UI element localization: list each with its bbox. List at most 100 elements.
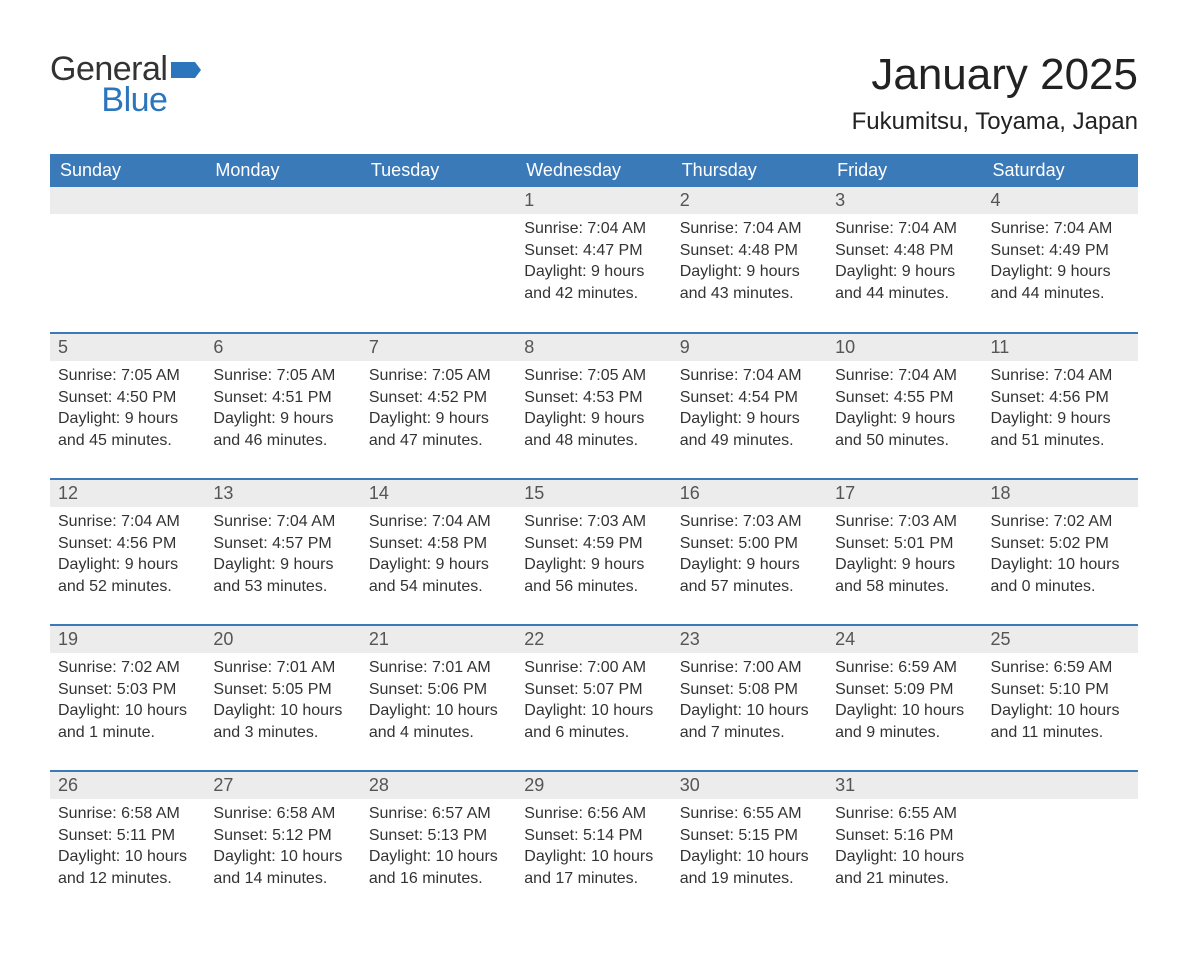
calendar-cell: 18Sunrise: 7:02 AMSunset: 5:02 PMDayligh… bbox=[983, 479, 1138, 625]
calendar-cell: 6Sunrise: 7:05 AMSunset: 4:51 PMDaylight… bbox=[205, 333, 360, 479]
sunrise-line: Sunrise: 7:04 AM bbox=[835, 365, 974, 387]
daylight-line: Daylight: 9 hours and 52 minutes. bbox=[58, 554, 197, 597]
daylight-line: Daylight: 9 hours and 47 minutes. bbox=[369, 408, 508, 451]
sunset-line: Sunset: 5:16 PM bbox=[835, 825, 974, 847]
day-details: Sunrise: 7:03 AMSunset: 4:59 PMDaylight:… bbox=[516, 507, 671, 607]
calendar-cell bbox=[983, 771, 1138, 917]
sunset-line: Sunset: 4:48 PM bbox=[835, 240, 974, 262]
sunset-line: Sunset: 4:48 PM bbox=[680, 240, 819, 262]
day-details: Sunrise: 7:01 AMSunset: 5:06 PMDaylight:… bbox=[361, 653, 516, 753]
calendar-cell: 7 Sunrise: 7:05 AMSunset: 4:52 PMDaylight… bbox=[361, 333, 516, 479]
sunset-line: Sunset: 5:10 PM bbox=[991, 679, 1130, 701]
day-number: 2 bbox=[672, 187, 827, 214]
sunset-line: Sunset: 4:51 PM bbox=[213, 387, 352, 409]
calendar-week-row: 12Sunrise: 7:04 AMSunset: 4:56 PMDayligh… bbox=[50, 479, 1138, 625]
daylight-line: Daylight: 9 hours and 53 minutes. bbox=[213, 554, 352, 597]
sunset-line: Sunset: 5:07 PM bbox=[524, 679, 663, 701]
daylight-line: Daylight: 10 hours and 16 minutes. bbox=[369, 846, 508, 889]
sunset-line: Sunset: 5:11 PM bbox=[58, 825, 197, 847]
sunset-line: Sunset: 4:58 PM bbox=[369, 533, 508, 555]
calendar-cell: 28Sunrise: 6:57 AMSunset: 5:13 PMDayligh… bbox=[361, 771, 516, 917]
calendar-cell: 25Sunrise: 6:59 AMSunset: 5:10 PMDayligh… bbox=[983, 625, 1138, 771]
calendar-cell: 24Sunrise: 6:59 AMSunset: 5:09 PMDayligh… bbox=[827, 625, 982, 771]
sunrise-line: Sunrise: 6:59 AM bbox=[835, 657, 974, 679]
day-details: Sunrise: 7:00 AMSunset: 5:08 PMDaylight:… bbox=[672, 653, 827, 753]
daylight-line: Daylight: 10 hours and 6 minutes. bbox=[524, 700, 663, 743]
day-details: Sunrise: 7:04 AMSunset: 4:56 PMDaylight:… bbox=[983, 361, 1138, 461]
sunrise-line: Sunrise: 7:03 AM bbox=[524, 511, 663, 533]
day-number: 16 bbox=[672, 480, 827, 507]
day-number: 7 bbox=[361, 334, 516, 361]
day-details: Sunrise: 6:58 AMSunset: 5:12 PMDaylight:… bbox=[205, 799, 360, 899]
day-number: 24 bbox=[827, 626, 982, 653]
calendar-cell: 15Sunrise: 7:03 AMSunset: 4:59 PMDayligh… bbox=[516, 479, 671, 625]
day-number: 28 bbox=[361, 772, 516, 799]
calendar-cell: 2Sunrise: 7:04 AMSunset: 4:48 PMDaylight… bbox=[672, 187, 827, 333]
location-subtitle: Fukumitsu, Toyama, Japan bbox=[852, 108, 1138, 136]
calendar-cell: 27Sunrise: 6:58 AMSunset: 5:12 PMDayligh… bbox=[205, 771, 360, 917]
calendar-cell bbox=[50, 187, 205, 333]
sunrise-line: Sunrise: 7:04 AM bbox=[524, 218, 663, 240]
sunset-line: Sunset: 5:15 PM bbox=[680, 825, 819, 847]
daylight-line: Daylight: 9 hours and 54 minutes. bbox=[369, 554, 508, 597]
day-details: Sunrise: 7:01 AMSunset: 5:05 PMDaylight:… bbox=[205, 653, 360, 753]
day-details: Sunrise: 6:55 AMSunset: 5:16 PMDaylight:… bbox=[827, 799, 982, 899]
sunrise-line: Sunrise: 7:05 AM bbox=[369, 365, 508, 387]
daylight-line: Daylight: 10 hours and 1 minute. bbox=[58, 700, 197, 743]
daylight-line: Daylight: 9 hours and 49 minutes. bbox=[680, 408, 819, 451]
calendar-cell: 31Sunrise: 6:55 AMSunset: 5:16 PMDayligh… bbox=[827, 771, 982, 917]
day-number: 22 bbox=[516, 626, 671, 653]
sunrise-line: Sunrise: 7:04 AM bbox=[680, 365, 819, 387]
sunrise-line: Sunrise: 7:04 AM bbox=[369, 511, 508, 533]
calendar-cell: 4Sunrise: 7:04 AMSunset: 4:49 PMDaylight… bbox=[983, 187, 1138, 333]
sunset-line: Sunset: 5:03 PM bbox=[58, 679, 197, 701]
sunrise-line: Sunrise: 7:05 AM bbox=[213, 365, 352, 387]
sunset-line: Sunset: 5:01 PM bbox=[835, 533, 974, 555]
day-number: 8 bbox=[516, 334, 671, 361]
month-title: January 2025 bbox=[852, 50, 1138, 100]
calendar-table: Sunday Monday Tuesday Wednesday Thursday… bbox=[50, 154, 1138, 917]
daylight-line: Daylight: 9 hours and 44 minutes. bbox=[991, 261, 1130, 304]
day-header: Sunday bbox=[50, 154, 205, 187]
day-number: 6 bbox=[205, 334, 360, 361]
day-number: 26 bbox=[50, 772, 205, 799]
sunset-line: Sunset: 4:59 PM bbox=[524, 533, 663, 555]
sunset-line: Sunset: 4:55 PM bbox=[835, 387, 974, 409]
daylight-line: Daylight: 9 hours and 42 minutes. bbox=[524, 261, 663, 304]
title-block: January 2025 Fukumitsu, Toyama, Japan bbox=[852, 50, 1138, 136]
day-number: 9 bbox=[672, 334, 827, 361]
calendar-body: 1Sunrise: 7:04 AMSunset: 4:47 PMDaylight… bbox=[50, 187, 1138, 917]
day-number: 5 bbox=[50, 334, 205, 361]
daylight-line: Daylight: 10 hours and 21 minutes. bbox=[835, 846, 974, 889]
calendar-cell: 20Sunrise: 7:01 AMSunset: 5:05 PMDayligh… bbox=[205, 625, 360, 771]
day-details: Sunrise: 6:59 AMSunset: 5:10 PMDaylight:… bbox=[983, 653, 1138, 753]
daylight-line: Daylight: 10 hours and 19 minutes. bbox=[680, 846, 819, 889]
daylight-line: Daylight: 9 hours and 51 minutes. bbox=[991, 408, 1130, 451]
day-number: 27 bbox=[205, 772, 360, 799]
sunrise-line: Sunrise: 7:04 AM bbox=[58, 511, 197, 533]
sunset-line: Sunset: 5:09 PM bbox=[835, 679, 974, 701]
sunset-line: Sunset: 4:56 PM bbox=[58, 533, 197, 555]
daylight-line: Daylight: 10 hours and 4 minutes. bbox=[369, 700, 508, 743]
calendar-cell: 29Sunrise: 6:56 AMSunset: 5:14 PMDayligh… bbox=[516, 771, 671, 917]
daylight-line: Daylight: 9 hours and 50 minutes. bbox=[835, 408, 974, 451]
sunrise-line: Sunrise: 7:04 AM bbox=[680, 218, 819, 240]
daylight-line: Daylight: 10 hours and 14 minutes. bbox=[213, 846, 352, 889]
sunrise-line: Sunrise: 6:57 AM bbox=[369, 803, 508, 825]
calendar-header-row: Sunday Monday Tuesday Wednesday Thursday… bbox=[50, 154, 1138, 187]
day-details: Sunrise: 7:05 AMSunset: 4:53 PMDaylight:… bbox=[516, 361, 671, 461]
daylight-line: Daylight: 10 hours and 17 minutes. bbox=[524, 846, 663, 889]
sunset-line: Sunset: 4:53 PM bbox=[524, 387, 663, 409]
sunset-line: Sunset: 4:52 PM bbox=[369, 387, 508, 409]
day-number: 12 bbox=[50, 480, 205, 507]
day-details: Sunrise: 7:02 AMSunset: 5:03 PMDaylight:… bbox=[50, 653, 205, 753]
sunset-line: Sunset: 5:14 PM bbox=[524, 825, 663, 847]
daylight-line: Daylight: 10 hours and 11 minutes. bbox=[991, 700, 1130, 743]
sunset-line: Sunset: 4:47 PM bbox=[524, 240, 663, 262]
calendar-cell: 21Sunrise: 7:01 AMSunset: 5:06 PMDayligh… bbox=[361, 625, 516, 771]
day-number: 15 bbox=[516, 480, 671, 507]
calendar-cell bbox=[361, 187, 516, 333]
sunset-line: Sunset: 5:12 PM bbox=[213, 825, 352, 847]
sunrise-line: Sunrise: 7:04 AM bbox=[991, 365, 1130, 387]
sunset-line: Sunset: 5:05 PM bbox=[213, 679, 352, 701]
